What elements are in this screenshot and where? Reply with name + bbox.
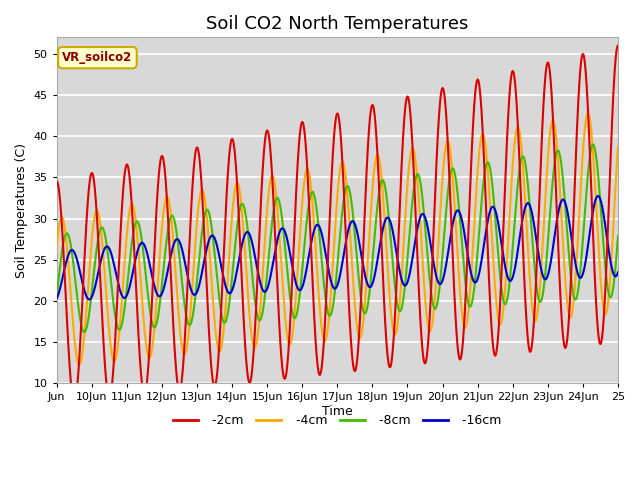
Legend:   -2cm,   -4cm,   -8cm,   -16cm: -2cm, -4cm, -8cm, -16cm — [168, 409, 507, 432]
Title: Soil CO2 North Temperatures: Soil CO2 North Temperatures — [206, 15, 468, 33]
Y-axis label: Soil Temperatures (C): Soil Temperatures (C) — [15, 143, 28, 278]
Text: VR_soilco2: VR_soilco2 — [62, 51, 132, 64]
X-axis label: Time: Time — [322, 405, 353, 418]
